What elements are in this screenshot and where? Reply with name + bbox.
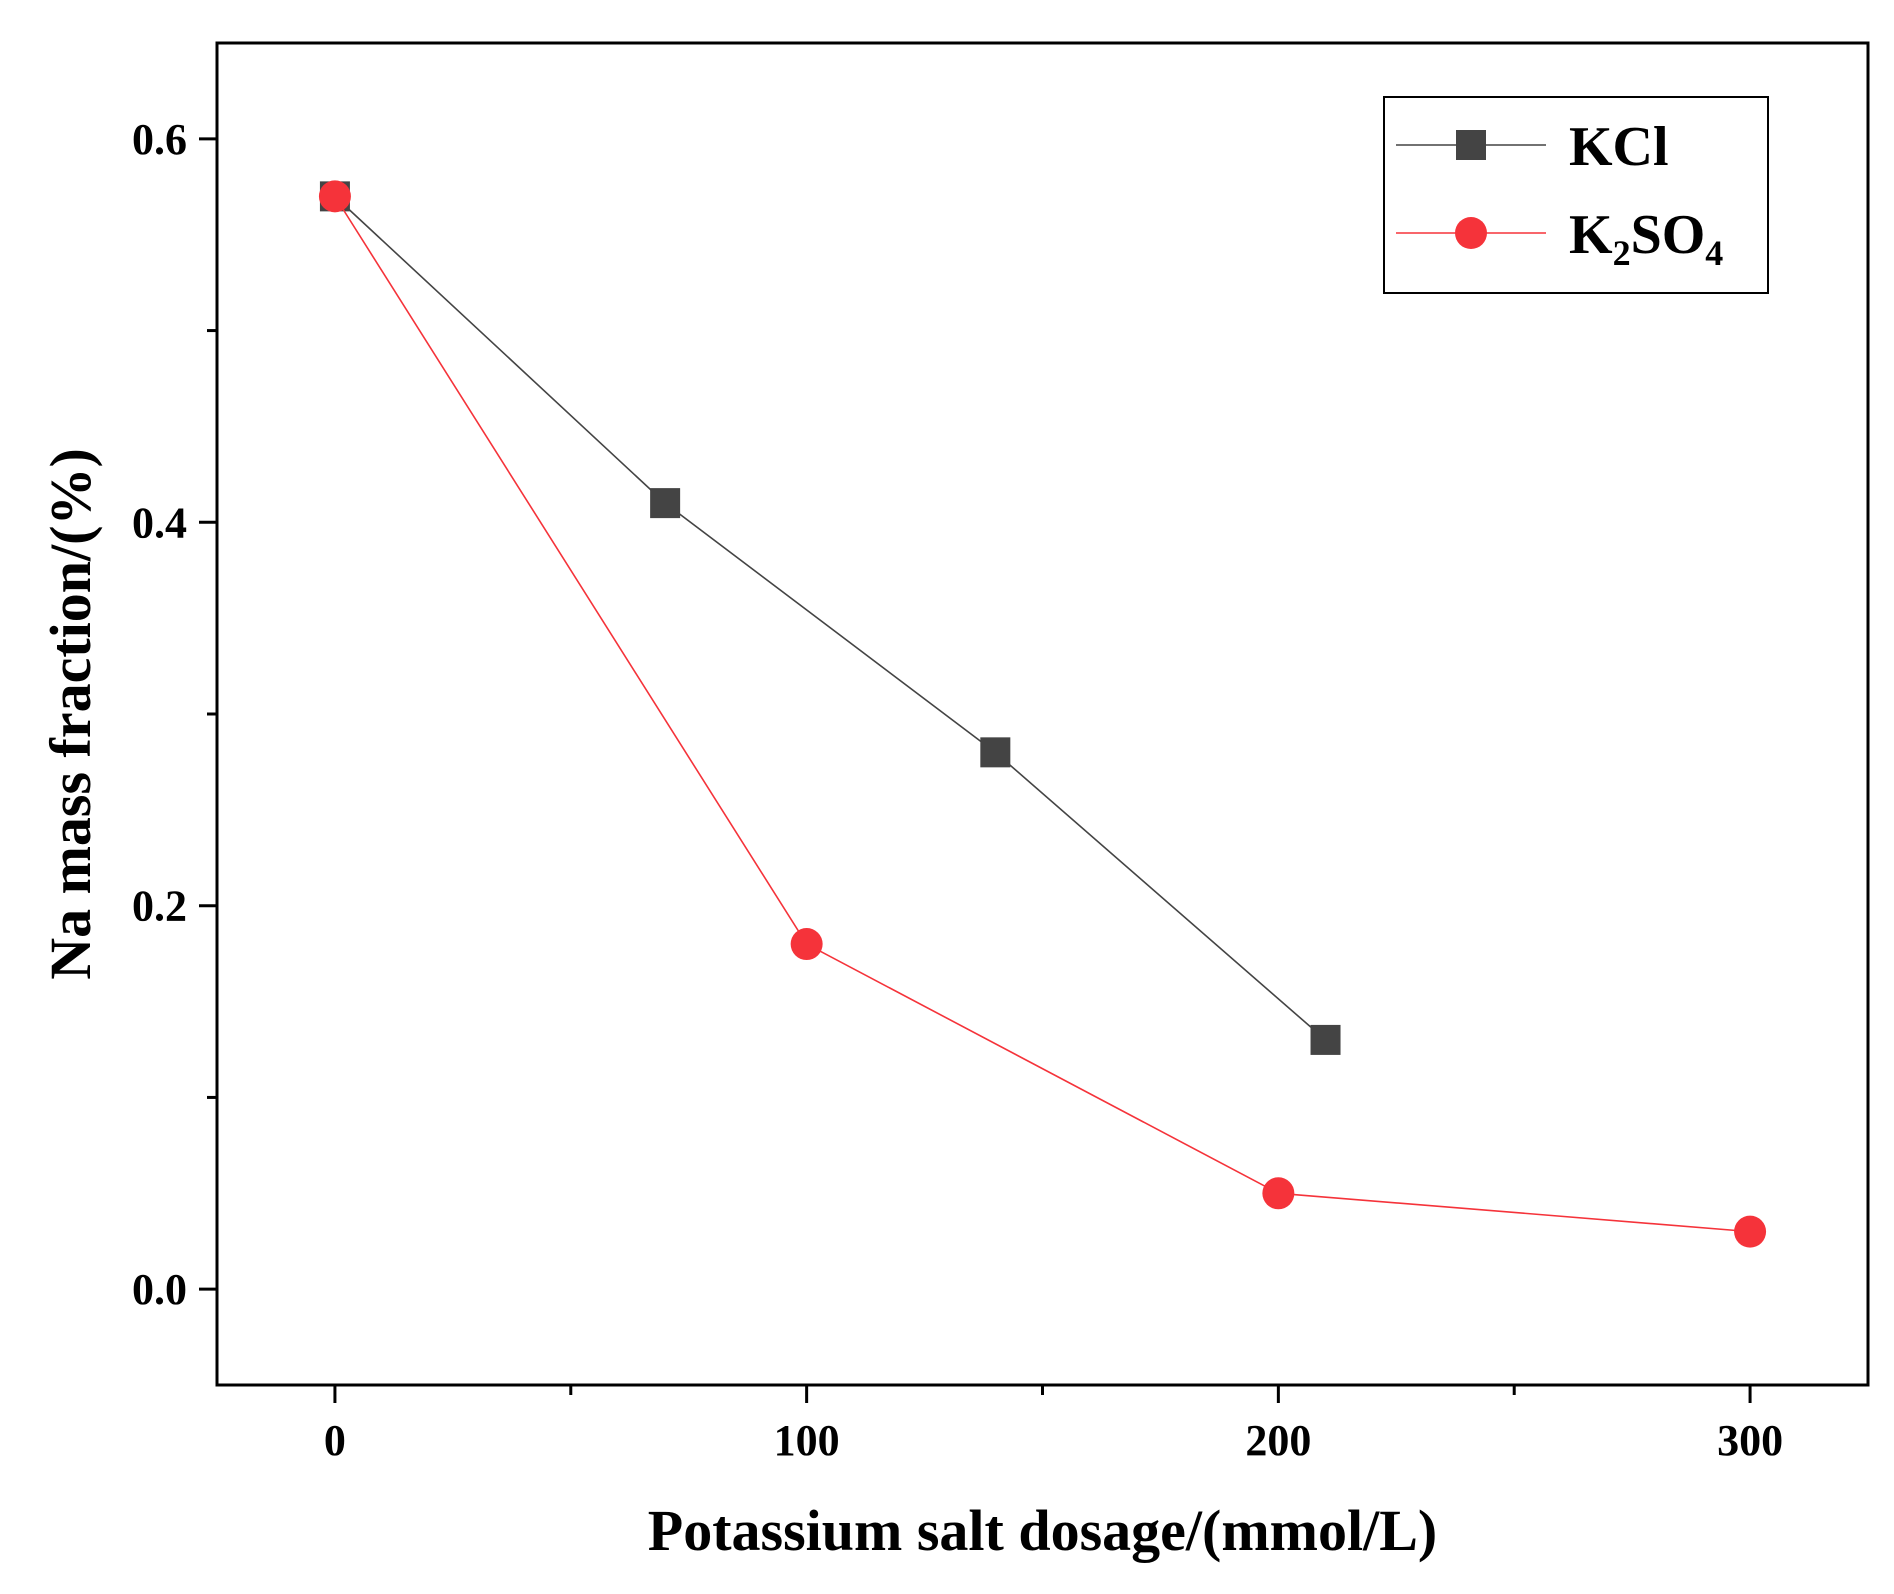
y-tick-label: 0.0 — [132, 1265, 187, 1314]
x-tick-label: 0 — [324, 1416, 346, 1465]
series-layer — [318, 180, 1767, 1248]
data-point — [1310, 1024, 1341, 1055]
legend-label-text: KCl — [1569, 116, 1669, 178]
series-kcl — [319, 181, 1341, 1055]
series-line — [334, 195, 1751, 1233]
legend-entry-k2so4: K2SO4 — [1396, 204, 1723, 273]
data-point — [650, 488, 681, 519]
y-tick-label: 0.2 — [132, 882, 187, 931]
x-tick-label: 300 — [1717, 1416, 1783, 1465]
x-tick-label: 200 — [1245, 1416, 1311, 1465]
series-k2so4 — [318, 180, 1767, 1248]
axes: 0 100 200 300 0.0 0.2 0.4 0.6 — [132, 41, 1870, 1465]
legend-marker — [1456, 130, 1486, 160]
legend-marker — [1455, 217, 1487, 249]
legend-label-text: K — [1569, 204, 1613, 266]
legend-label-subscript: 2 — [1613, 233, 1631, 273]
data-point — [318, 180, 351, 213]
legend-label-subscript: 4 — [1705, 233, 1723, 273]
legend: KCl K2SO4 — [1383, 96, 1769, 294]
y-axis-label: Na mass fraction/(%) — [38, 448, 103, 980]
x-tick-label: 100 — [774, 1416, 840, 1465]
legend-entry-kcl: KCl — [1396, 116, 1669, 178]
data-point — [1734, 1215, 1767, 1248]
y-tick-label: 0.6 — [132, 115, 187, 164]
data-point — [980, 737, 1011, 768]
y-tick-label: 0.4 — [132, 498, 187, 547]
legend-label: K2SO4 — [1569, 204, 1723, 273]
x-axis-label: Potassium salt dosage/(mmol/L) — [648, 1498, 1437, 1563]
data-point — [790, 928, 823, 961]
legend-box — [1383, 96, 1769, 294]
data-point — [1262, 1177, 1295, 1210]
legend-label: KCl — [1569, 116, 1669, 178]
legend-label-text: SO — [1631, 204, 1706, 266]
series-line — [334, 195, 1327, 1041]
